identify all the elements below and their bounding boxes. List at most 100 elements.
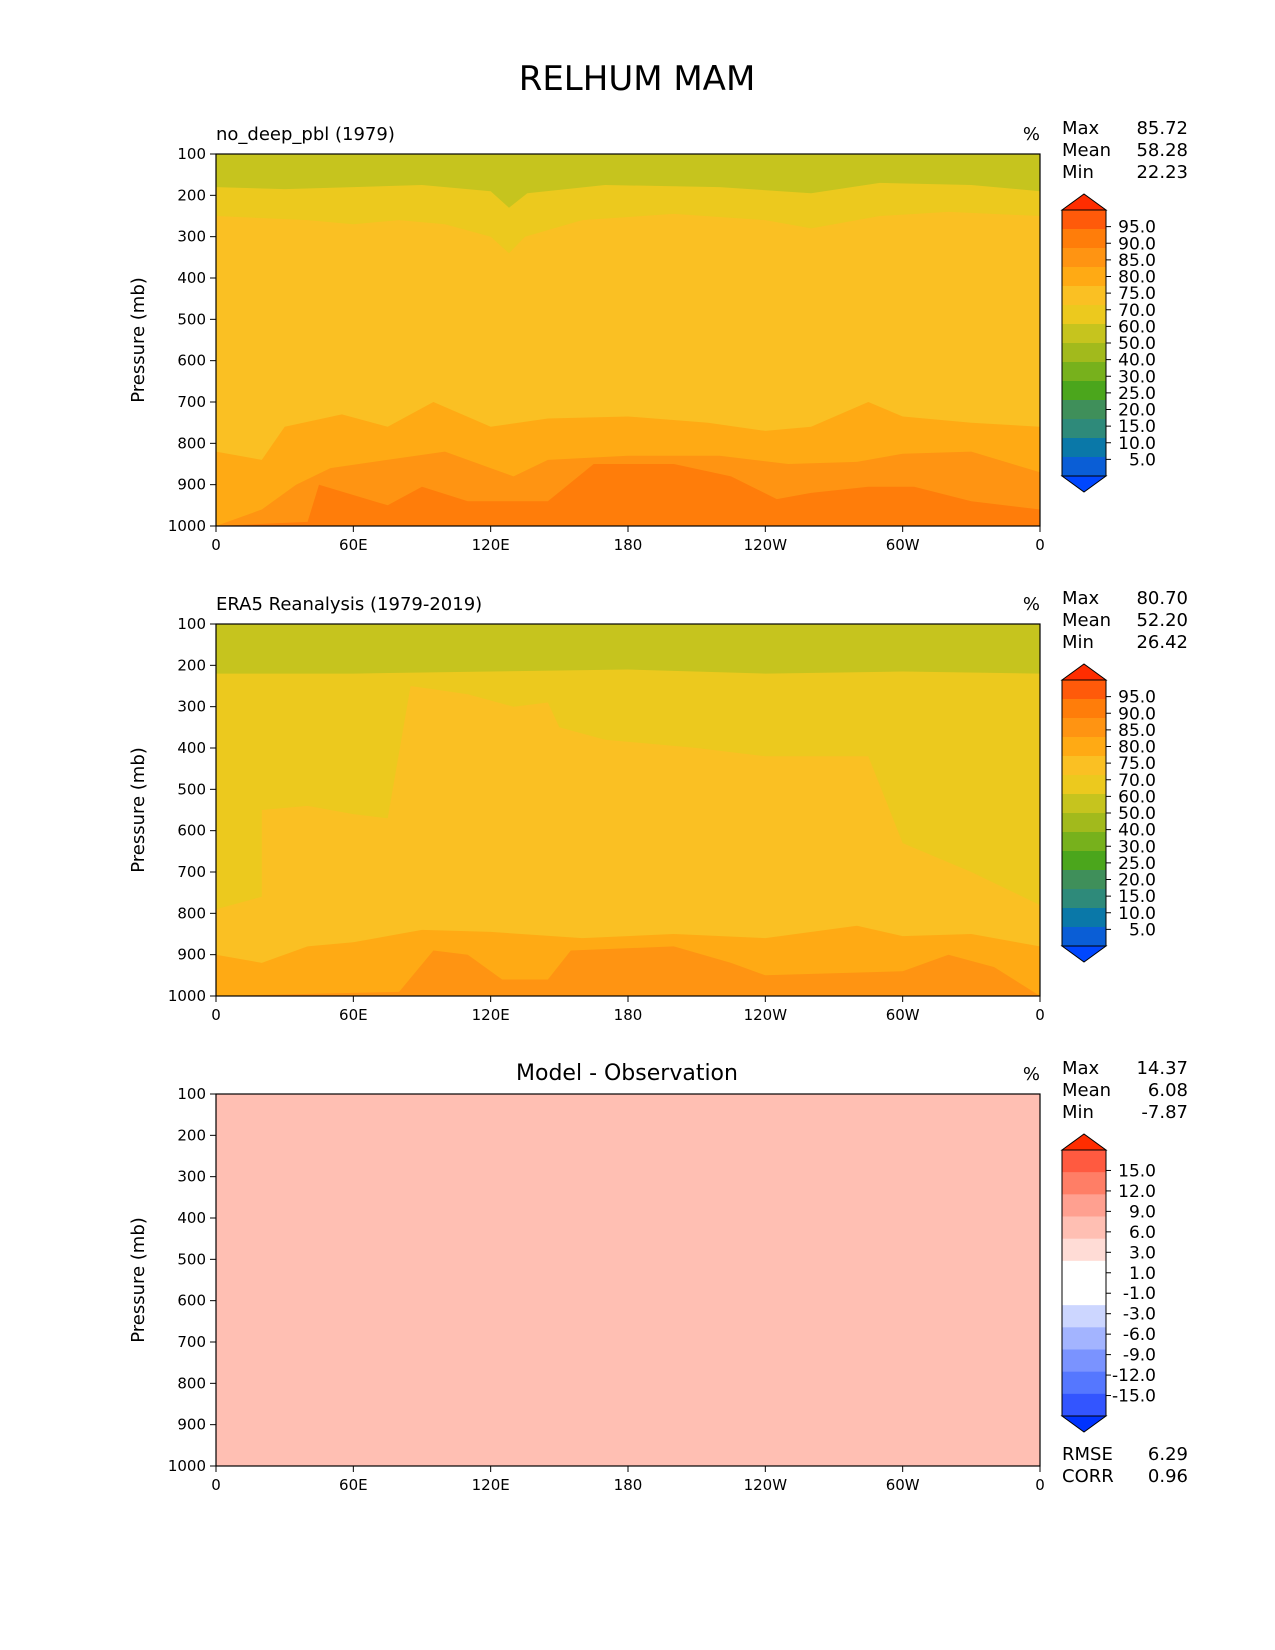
colorbar-segment (1062, 1349, 1106, 1373)
x-tick-label: 60E (339, 1006, 368, 1024)
y-tick-label: 200 (177, 186, 206, 204)
colorbar-segment (1062, 718, 1106, 738)
y-tick-label: 400 (177, 739, 206, 757)
stat-label-max: Max (1062, 118, 1100, 139)
stat-value-min: -7.87 (1141, 1102, 1188, 1123)
y-tick-label: 700 (177, 863, 206, 881)
colorbar-label: 40.0 (1118, 351, 1156, 371)
y-tick-label: 1000 (168, 987, 206, 1005)
colorbar-label: 60.0 (1118, 787, 1156, 807)
colorbar-label: 70.0 (1118, 301, 1156, 321)
stat-value-mean: 6.08 (1148, 1080, 1188, 1101)
colorbar-segment (1062, 813, 1106, 833)
colorbar-label: 85.0 (1118, 251, 1156, 271)
colorbar-label: -12.0 (1112, 1366, 1156, 1386)
plot-area-1: 0 60E 120E 180 120W 60W 0 100 200 300 400 500 600 700… (128, 615, 1045, 1024)
colorbar-label: 9.0 (1129, 1202, 1156, 1222)
plot-area-2: 0 60E 120E 180 120W 60W 0 100 200 300 400 500 600 700… (128, 1085, 1045, 1494)
y-tick-label: 700 (177, 1333, 206, 1351)
colorbar-label: 25.0 (1118, 854, 1156, 874)
x-tick-label: 120E (472, 1476, 510, 1494)
colorbar-label: 25.0 (1118, 384, 1156, 404)
y-tick-label: 800 (177, 434, 206, 452)
contour-fills (216, 624, 1040, 996)
x-tick-label: 0 (211, 536, 221, 554)
stats-labels: Max 80.70 Mean 52.20 Min 26.42 (1062, 588, 1188, 653)
colorbar-segment (1062, 851, 1106, 871)
colorbar-label: 90.0 (1118, 234, 1156, 254)
colorbar-segment (1062, 229, 1106, 249)
colorbar-cap-bottom (1060, 945, 1108, 963)
colorbar-segment (1062, 680, 1106, 700)
x-tick-label: 60W (886, 536, 920, 554)
colorbar-label: 40.0 (1118, 821, 1156, 841)
contour-band (216, 686, 1040, 996)
y-tick-label: 300 (177, 698, 206, 716)
colorbar-segment (1062, 699, 1106, 719)
colorbar-segment (1062, 1305, 1106, 1328)
colorbar-label: 6.0 (1129, 1223, 1156, 1243)
colorbar-cap-bottom (1060, 1415, 1108, 1433)
colorbar-segment (1062, 286, 1106, 306)
colorbar-label: 80.0 (1118, 738, 1156, 758)
colorbar-cap-top (1060, 1133, 1108, 1151)
colorbar-label: 50.0 (1118, 804, 1156, 824)
x-tick-label: 0 (1035, 1006, 1045, 1024)
x-tick-label: 120E (472, 536, 510, 554)
y-tick-label: 600 (177, 822, 206, 840)
colorbar-label: 20.0 (1118, 401, 1156, 421)
y-tick-label: 800 (177, 1374, 206, 1392)
contour-fills (216, 1094, 1040, 1466)
stat-label-min: Min (1062, 632, 1094, 653)
x-tick-label: 120E (472, 1006, 510, 1024)
colorbar-label: 85.0 (1118, 721, 1156, 741)
colorbar-segment (1062, 1327, 1106, 1350)
stat-value-min: 26.42 (1136, 632, 1188, 653)
stat-label-rmse: RMSE (1062, 1444, 1113, 1465)
colorbar-2: 15.012.09.06.03.01.0-1.0-3.0-6.0-9.0-12.… (1060, 1133, 1156, 1433)
stat-label-mean: Mean (1062, 140, 1111, 161)
x-tick-label: 120W (744, 1006, 788, 1024)
colorbar-label: -1.0 (1123, 1284, 1156, 1304)
y-axis-label: Pressure (mb) (128, 277, 149, 403)
colorbar-segment (1062, 1260, 1106, 1284)
colorbar-segment (1062, 1216, 1106, 1240)
y-tick-label: 1000 (168, 1457, 206, 1475)
colorbar-segment (1062, 832, 1106, 852)
y-axis-label: Pressure (mb) (128, 1217, 149, 1343)
stat-value-mean: 52.20 (1136, 610, 1188, 631)
y-tick-label: 900 (177, 1416, 206, 1434)
colorbar-label: -9.0 (1123, 1346, 1156, 1366)
colorbar-label: 60.0 (1118, 317, 1156, 337)
colorbar-label: 3.0 (1129, 1243, 1156, 1263)
stat-label-min: Min (1062, 162, 1094, 183)
stat-value-min: 22.23 (1136, 162, 1188, 183)
colorbar-cap-top (1060, 663, 1108, 681)
x-tick-label: 0 (211, 1476, 221, 1494)
colorbar-label: 15.0 (1118, 1161, 1156, 1181)
colorbar-segment (1062, 362, 1106, 382)
colorbar-segment (1062, 908, 1106, 928)
x-tick-label: 60W (886, 1006, 920, 1024)
x-tick-label: 60W (886, 1476, 920, 1494)
y-tick-label: 300 (177, 228, 206, 246)
colorbar-label: 15.0 (1118, 887, 1156, 907)
colorbar-label: 10.0 (1118, 434, 1156, 454)
colorbar-segment (1062, 457, 1106, 477)
x-tick-label: 180 (614, 1006, 643, 1024)
colorbar-segment (1062, 756, 1106, 776)
y-tick-label: 800 (177, 904, 206, 922)
panel-title: ERA5 Reanalysis (1979-2019) (216, 594, 482, 615)
panel-observation: ERA5 Reanalysis (1979-2019) % Max 80.70 … (128, 588, 1188, 1024)
colorbar-segment (1062, 927, 1106, 947)
colorbar-label: -15.0 (1112, 1387, 1156, 1407)
stat-label-corr: CORR (1062, 1466, 1114, 1487)
colorbar-segment (1062, 1172, 1106, 1195)
y-tick-label: 700 (177, 393, 206, 411)
x-tick-label: 120W (744, 1476, 788, 1494)
y-tick-label: 100 (177, 145, 206, 163)
x-tick-label: 60E (339, 1476, 368, 1494)
panel-model: no_deep_pbl (1979) % Max 85.72 Mean 58.2… (128, 118, 1188, 554)
colorbar-label: 95.0 (1118, 688, 1156, 708)
stat-label-max: Max (1062, 588, 1100, 609)
